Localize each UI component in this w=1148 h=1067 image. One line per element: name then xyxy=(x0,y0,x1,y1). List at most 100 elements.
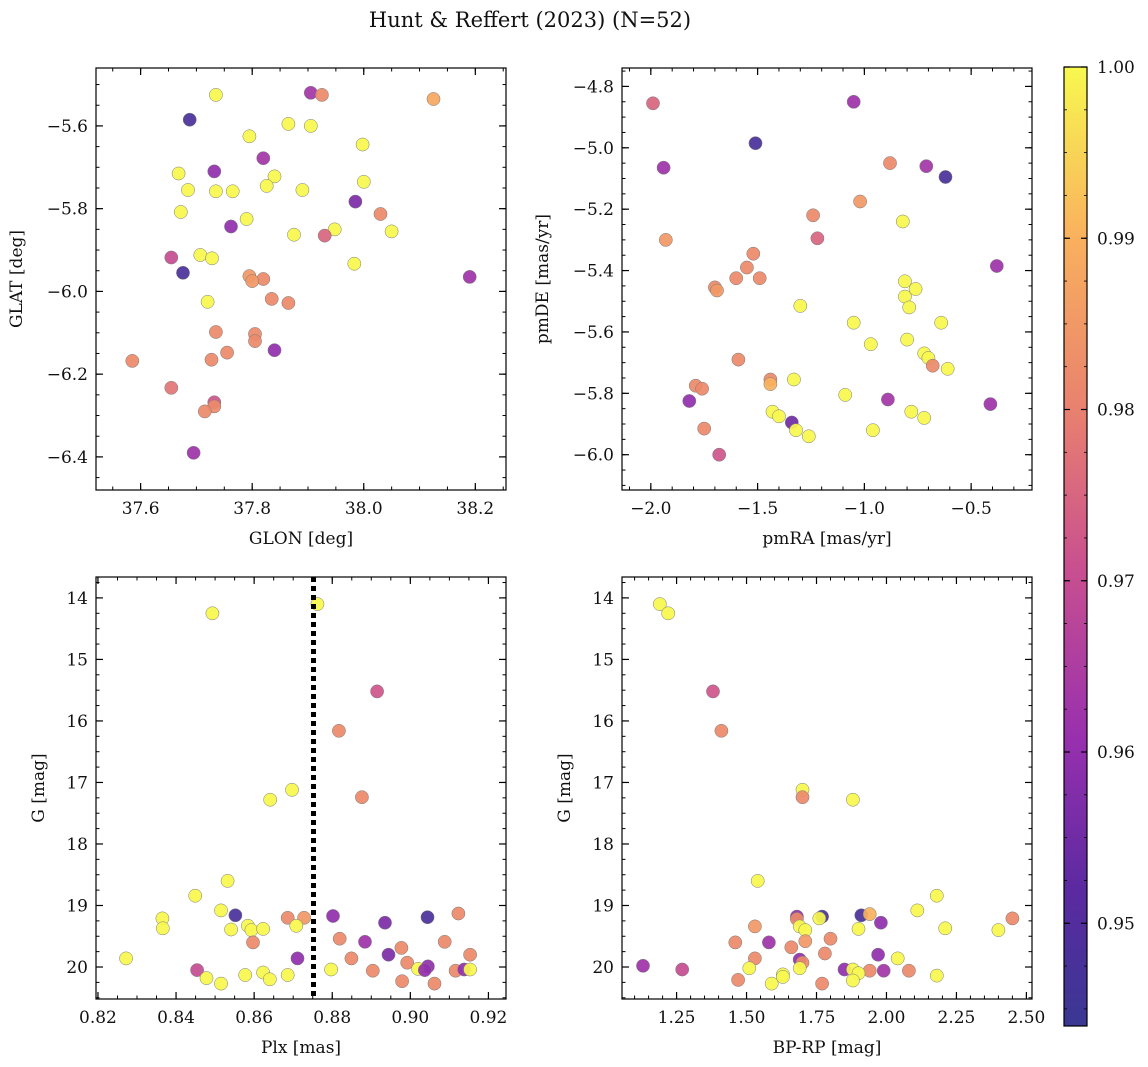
point-pm-35 xyxy=(763,377,778,391)
y-tick-label: 19 xyxy=(66,896,88,916)
point-sky-30 xyxy=(205,251,219,266)
point-cmd-49 xyxy=(846,973,860,988)
point-sky-34 xyxy=(462,270,477,284)
y-tick-label: −5.8 xyxy=(573,384,614,404)
y-tick-label: 16 xyxy=(66,712,88,732)
x-tick-label: 2.50 xyxy=(1007,1008,1045,1028)
point-sky-43 xyxy=(267,343,282,358)
x-tick-label: 1.25 xyxy=(658,1008,696,1028)
minor-ticks-pm xyxy=(622,68,1032,490)
point-pm-7 xyxy=(853,194,867,209)
points-plx xyxy=(119,597,477,991)
point-plx-47 xyxy=(199,971,214,985)
point-sky-37 xyxy=(264,292,279,306)
point-sky-29 xyxy=(164,250,179,265)
point-pm-30 xyxy=(731,352,746,367)
point-pm-17 xyxy=(898,274,912,289)
point-sky-14 xyxy=(259,179,274,193)
point-cmd-46 xyxy=(776,970,790,984)
panel-sky: 37.6 37.8 38.0 38.2 −6.4 −6.2 −6.0 −5.8 −5.6 GLON… xyxy=(7,67,507,549)
major-ticks-pm: −2.0 −1.5 −1.0 −0.5 −6.0 −5.8 −5.6 −5.4 −5.2 −5.0… xyxy=(573,68,1032,519)
point-sky-25 xyxy=(384,224,399,239)
y-tick-label: 17 xyxy=(592,773,614,793)
point-plx-25 xyxy=(246,935,260,950)
y-tick-label: 19 xyxy=(592,896,614,916)
x-tick-label: 0.84 xyxy=(157,1008,195,1028)
point-pm-27 xyxy=(863,337,878,352)
axes-frame-pm xyxy=(621,67,1033,491)
y-tick-label: −5.2 xyxy=(573,200,614,220)
point-sky-36 xyxy=(245,274,260,288)
point-sky-18 xyxy=(295,183,310,197)
point-pm-4 xyxy=(883,156,897,170)
point-plx-10 xyxy=(228,908,243,923)
y-tick-label: 20 xyxy=(66,958,88,978)
point-sky-8 xyxy=(355,137,370,152)
point-pm-0 xyxy=(646,96,660,111)
y-tick-label: −6.4 xyxy=(47,448,88,468)
y-tick-label: −5.6 xyxy=(573,323,614,343)
point-cmd-25 xyxy=(798,934,813,949)
y-axis-label: G [mag] xyxy=(29,753,49,822)
major-ticks-plx: 0.82 0.84 0.86 0.88 0.90 0.92 14 15 16 17 18 19 20 xyxy=(66,577,507,1028)
point-cmd-22 xyxy=(991,923,1006,937)
point-pm-38 xyxy=(838,388,853,402)
point-pm-22 xyxy=(902,300,917,315)
x-tick-label: 38.2 xyxy=(456,499,494,519)
point-pm-10 xyxy=(810,231,825,246)
point-pm-51 xyxy=(712,447,727,462)
point-sky-12 xyxy=(267,169,282,184)
figure-title: Hunt & Reffert (2023) (N=52) xyxy=(369,8,691,32)
point-plx-3 xyxy=(332,723,346,738)
point-pm-43 xyxy=(904,404,919,419)
point-sky-24 xyxy=(327,222,342,237)
point-plx-28 xyxy=(394,941,409,955)
point-plx-1 xyxy=(205,606,220,621)
axes-frame-plx xyxy=(95,576,507,1000)
y-tick-label: −6.2 xyxy=(47,365,88,385)
point-plx-32 xyxy=(344,951,359,966)
point-cmd-33 xyxy=(890,951,905,966)
point-cmd-41 xyxy=(862,963,877,978)
axes-frame-sky xyxy=(95,67,507,491)
point-plx-34 xyxy=(400,955,415,970)
point-cmd-27 xyxy=(762,935,776,950)
point-sky-20 xyxy=(173,205,188,219)
point-sky-23 xyxy=(224,219,238,234)
x-tick-label: 0.82 xyxy=(79,1008,117,1028)
point-cmd-35 xyxy=(636,958,650,973)
x-tick-label: −0.5 xyxy=(951,499,992,519)
point-cmd-16 xyxy=(874,915,888,930)
point-cmd-36 xyxy=(792,961,807,976)
point-pm-50 xyxy=(801,429,816,444)
point-cmd-6 xyxy=(846,792,860,807)
point-cmd-2 xyxy=(706,684,720,699)
point-plx-16 xyxy=(451,906,466,921)
point-plx-5 xyxy=(263,792,278,807)
colorbar-ticks: 0.95 0.96 0.97 0.98 0.99 1.00 xyxy=(1064,58,1135,1010)
point-plx-23 xyxy=(256,922,270,936)
colorbar-gradient xyxy=(1063,66,1088,1027)
point-sky-15 xyxy=(181,183,195,197)
point-plx-4 xyxy=(285,782,299,797)
point-sky-51 xyxy=(186,445,201,460)
point-sky-44 xyxy=(220,345,234,360)
points-cmd xyxy=(636,597,1020,991)
point-sky-3 xyxy=(426,92,441,106)
point-plx-31 xyxy=(290,951,305,966)
point-plx-17 xyxy=(378,915,392,930)
x-tick-label: −2.0 xyxy=(630,499,671,519)
point-cmd-37 xyxy=(742,961,757,976)
x-tick-label: 2.25 xyxy=(938,1008,976,1028)
point-sky-38 xyxy=(200,294,215,309)
point-cmd-13 xyxy=(862,907,877,921)
colorbar-tick-label: 0.99 xyxy=(1097,229,1135,249)
point-cmd-7 xyxy=(750,874,765,888)
point-pm-20 xyxy=(908,282,923,296)
point-pm-19 xyxy=(710,283,724,298)
x-axis-label: Plx [mas] xyxy=(261,1038,341,1058)
point-plx-8 xyxy=(188,888,203,903)
point-plx-18 xyxy=(289,918,304,933)
point-cmd-48 xyxy=(731,973,745,987)
point-pm-16 xyxy=(752,271,767,286)
